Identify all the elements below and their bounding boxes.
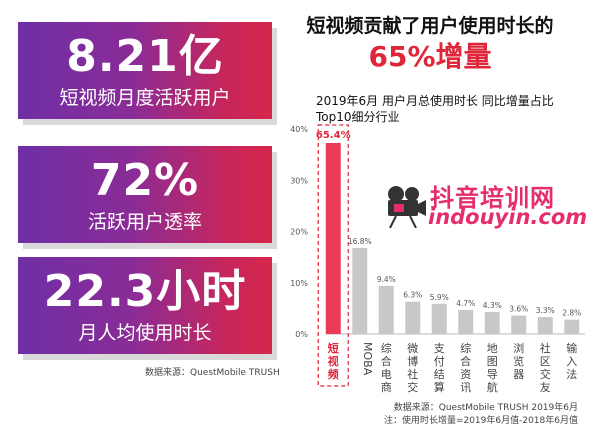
watermark-url: indouyin.com bbox=[428, 205, 588, 229]
stat-card-usage-time: 22.3小时 月人均使用时长 bbox=[18, 257, 272, 354]
category-label: 短视频 bbox=[328, 341, 339, 381]
headline: 短视频贡献了用户使用时长的 bbox=[306, 15, 554, 37]
category-label: 地图导航 bbox=[487, 342, 498, 394]
bar bbox=[484, 311, 500, 334]
data-label: 6.3% bbox=[403, 291, 422, 300]
stat-card-penetration-rate: 72% 活跃用户透率 bbox=[18, 146, 272, 243]
stat-label: 短视频月度活跃用户 bbox=[59, 87, 231, 109]
bar bbox=[352, 247, 368, 334]
camera-icon bbox=[388, 186, 426, 228]
y-tick-label: 10% bbox=[290, 279, 308, 288]
stat-value: 8.21亿 bbox=[66, 31, 224, 82]
stat-card-monthly-active-users: 8.21亿 短视频月度活跃用户 bbox=[18, 22, 272, 119]
y-tick-label: 30% bbox=[290, 176, 308, 185]
watermark-text: 抖音培训网 bbox=[430, 184, 555, 212]
bar bbox=[378, 285, 394, 334]
category-label: 微博社交 bbox=[407, 341, 418, 394]
data-label: 4.3% bbox=[483, 301, 502, 310]
data-label: 3.6% bbox=[509, 305, 528, 314]
category-label: 社区交友 bbox=[540, 341, 551, 394]
bar bbox=[458, 309, 474, 334]
stat-value: 22.3小时 bbox=[43, 266, 247, 317]
bar bbox=[511, 315, 527, 334]
category-label: 浏览器 bbox=[513, 341, 524, 381]
data-label: 3.3% bbox=[536, 306, 555, 315]
category-label: MOBA bbox=[361, 342, 374, 376]
y-tick-label: 40% bbox=[290, 125, 308, 134]
bar bbox=[325, 143, 341, 334]
chart-title: 2019年6月 用户月总使用时长 同比增量占比 Top10细分行业 bbox=[316, 93, 554, 125]
stat-label: 月人均使用时长 bbox=[78, 322, 212, 344]
chart-title-line1: 2019年6月 用户月总使用时长 同比增量占比 bbox=[316, 94, 554, 108]
bar bbox=[537, 317, 553, 334]
data-label: 4.7% bbox=[456, 299, 475, 308]
data-label: 9.4% bbox=[377, 275, 396, 284]
y-tick-label: 20% bbox=[290, 228, 308, 237]
stat-label: 活跃用户透率 bbox=[87, 211, 202, 233]
category-label: 综合电商 bbox=[381, 341, 392, 394]
data-label: 65.4% bbox=[316, 130, 351, 141]
highlight-frame bbox=[317, 124, 349, 387]
data-label: 2.8% bbox=[562, 309, 581, 318]
category-label: 支付结算 bbox=[434, 342, 445, 394]
stat-value: 72% bbox=[90, 155, 200, 206]
headline-highlight: 65%增量 bbox=[368, 40, 492, 73]
data-label: 5.9% bbox=[430, 293, 449, 302]
footnote-source: 数据来源：QuestMobile TRUSH 2019年6月 bbox=[393, 403, 578, 413]
bar bbox=[405, 301, 421, 334]
category-label: 输入法 bbox=[566, 341, 577, 381]
bar bbox=[431, 303, 447, 334]
left-source-note: 数据来源：QuestMobile TRUSH bbox=[145, 368, 280, 378]
footnote-note: 注：使用时长增量=2019年6月值-2018年6月值 bbox=[383, 416, 578, 426]
y-tick-label: 0% bbox=[295, 330, 308, 339]
data-label: 16.8% bbox=[348, 237, 372, 246]
bar bbox=[564, 319, 580, 334]
chart-title-line2: Top10细分行业 bbox=[316, 110, 400, 124]
category-label: 综合资讯 bbox=[460, 341, 471, 394]
